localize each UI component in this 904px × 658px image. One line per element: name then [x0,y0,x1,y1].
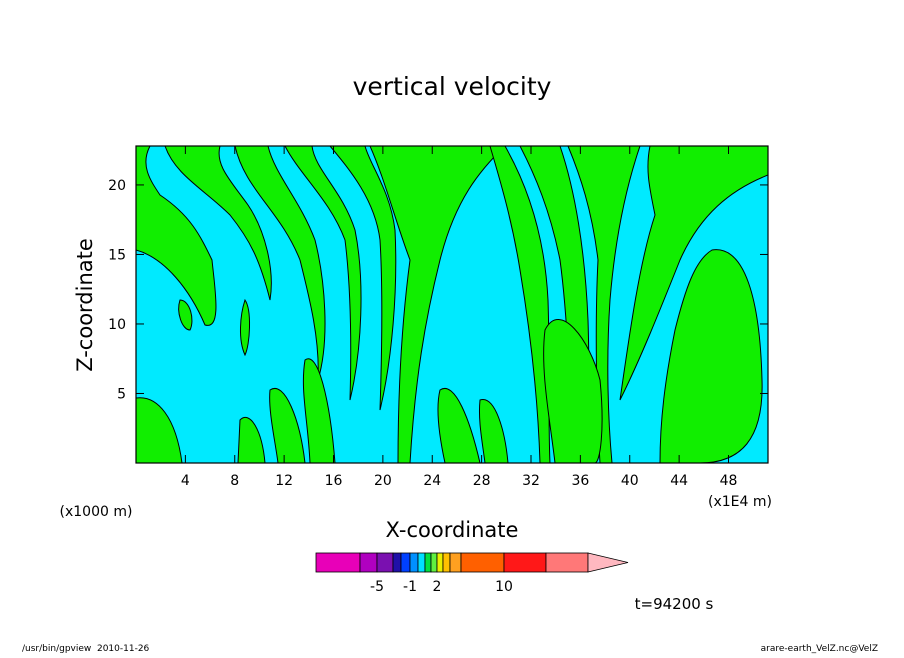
colorbar-segment [424,552,432,573]
x-axis-title: X-coordinate [386,518,519,542]
colorbar-tick-label: -1 [403,579,417,595]
colorbar-tick-label: 2 [433,579,442,595]
colorbar-segment [376,552,394,573]
footer-right: arare-earth_VelZ.nc@VelZ [761,644,878,654]
colorbar-segment [442,552,451,573]
x-tick-label: 36 [571,473,589,489]
colorbar-segment [417,552,426,573]
colorbar-segment [436,552,444,573]
y-tick-label: 15 [108,247,126,263]
colorbar-segment [545,552,589,573]
colorbar-segment [460,552,505,573]
colorbar-segment [359,552,378,573]
x-tick-label: 40 [621,473,639,489]
colorbar-segment [392,552,402,573]
footer-left: /usr/bin/gpview 2010-11-26 [22,644,150,654]
x-unit-right: (x1E4 m) [708,494,772,510]
colorbar-segment [449,552,462,573]
x-tick-label: 4 [181,473,190,489]
x-tick-label: 8 [230,473,239,489]
x-tick-label: 12 [275,473,293,489]
y-tick-label: 20 [108,178,126,194]
x-tick-label: 48 [720,473,738,489]
plot-frame [135,145,769,464]
y-axis-title: Z-coordinate [73,238,97,372]
x-tick-label: 32 [522,473,540,489]
colorbar-tick-label: -5 [370,579,384,595]
x-tick-label: 28 [473,473,491,489]
colorbar-arrow [587,552,629,573]
colorbar-segment [503,552,547,573]
colorbar-segment [430,552,438,573]
contour-field [136,146,768,463]
colorbar-segment [315,552,361,573]
colorbar-tick-label: 10 [495,579,513,595]
y-tick-label: 10 [108,317,126,333]
colorbar-segment [409,552,419,573]
x-tick-label: 44 [670,473,688,489]
colorbar-segment [400,552,411,573]
y-tick-label: 5 [117,386,126,402]
chart-title: vertical velocity [353,72,552,101]
x-tick-label: 20 [374,473,392,489]
x-unit-left: (x1000 m) [60,504,133,520]
x-tick-label: 16 [325,473,343,489]
x-tick-label: 24 [423,473,441,489]
annotation: t=94200 s [635,595,714,613]
